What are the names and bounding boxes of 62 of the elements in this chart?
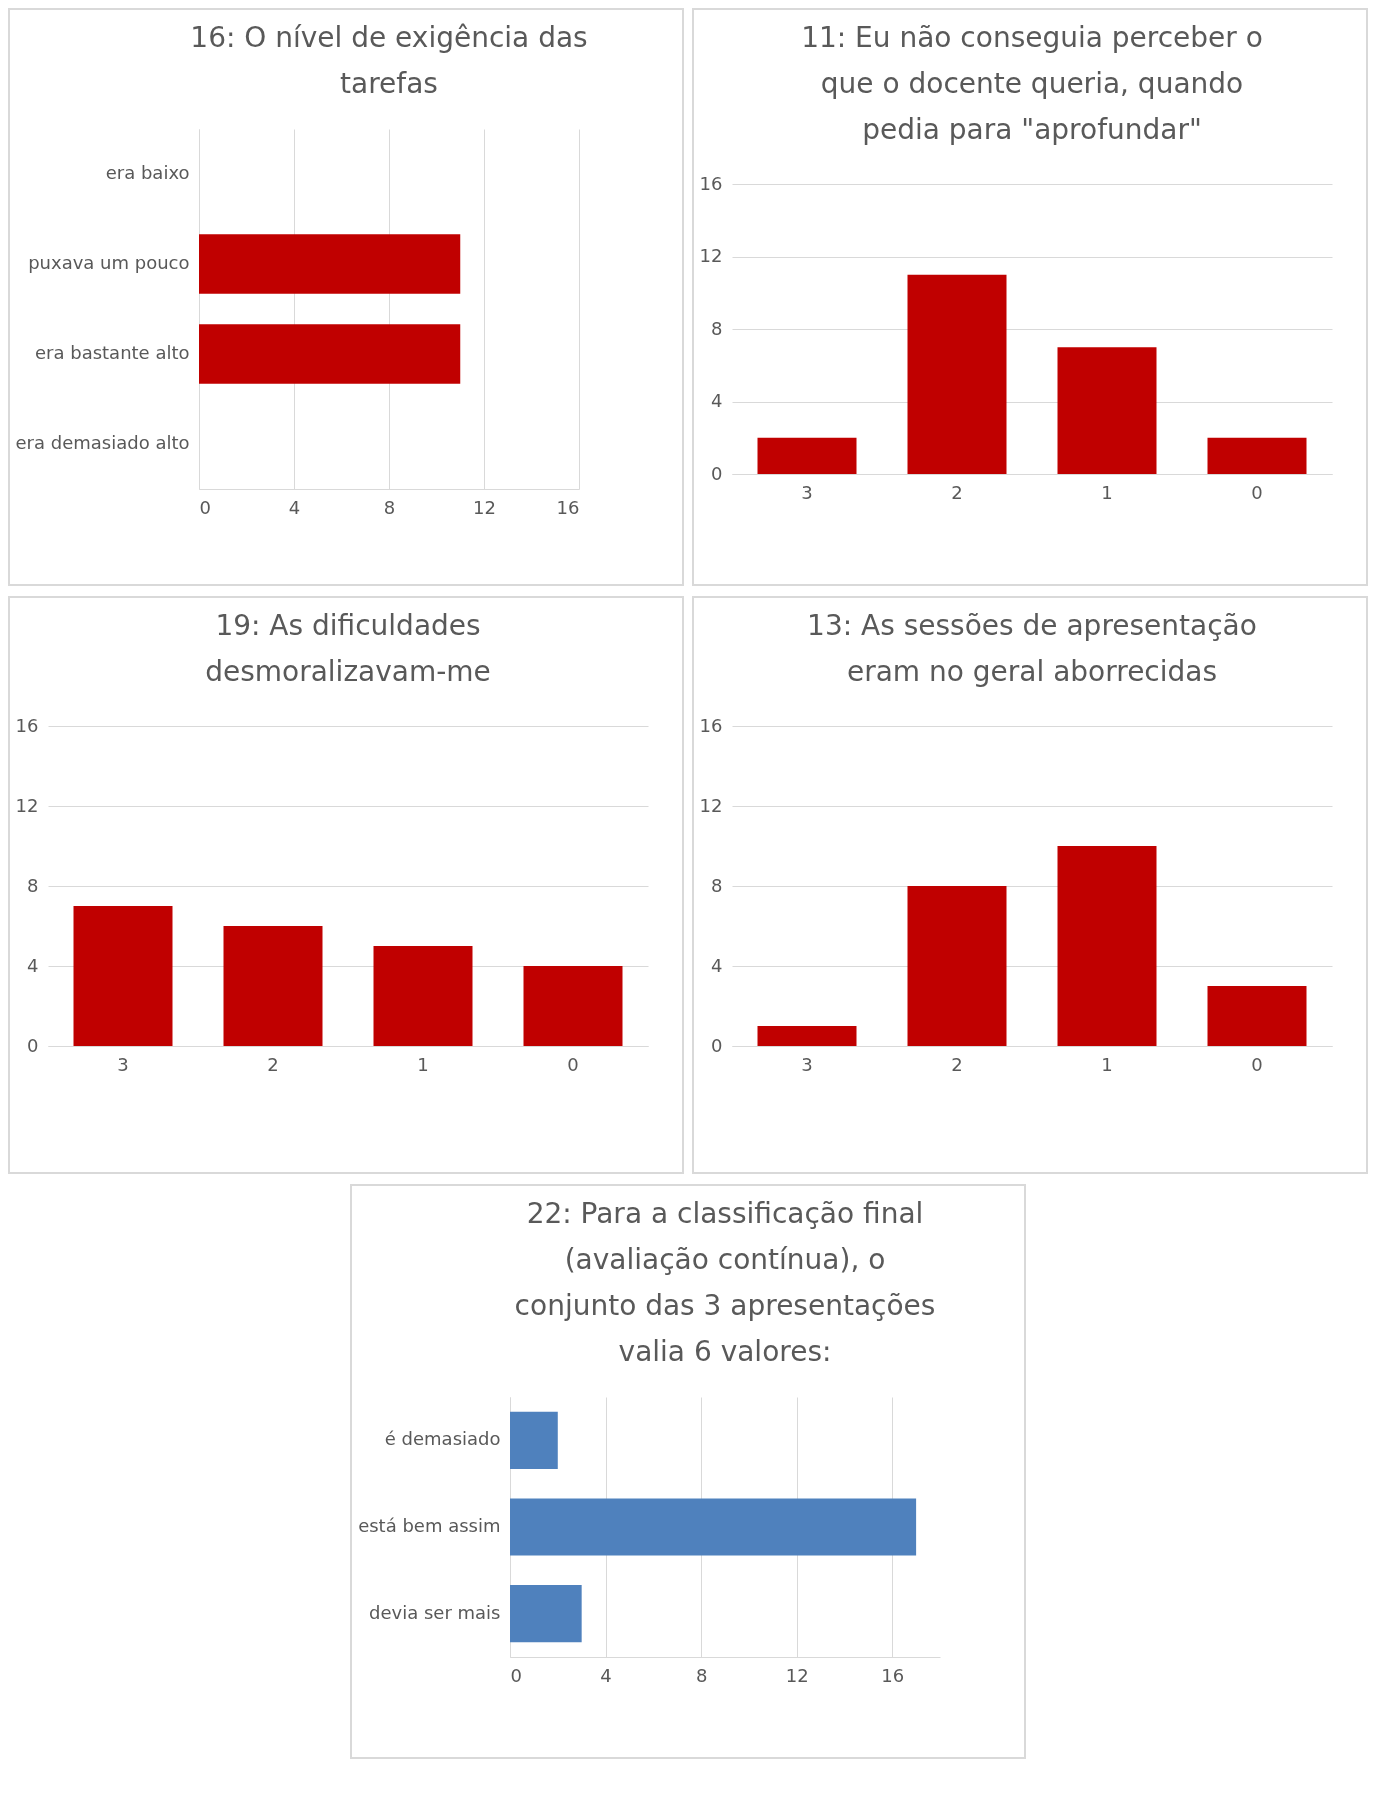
x-tick-label: 1 — [1101, 481, 1113, 503]
y-tick-label: 8 — [711, 317, 723, 339]
bar — [907, 886, 1007, 1046]
y-tick-label: 0 — [711, 1034, 723, 1056]
bar — [523, 966, 623, 1046]
bar — [510, 1411, 558, 1469]
bar — [1057, 846, 1157, 1046]
y-tick-label: 4 — [27, 954, 39, 976]
bar — [757, 1026, 857, 1046]
y-tick-label: era demasiado alto — [15, 432, 190, 453]
y-tick-label: 16 — [699, 172, 723, 194]
chart-title: 11: Eu não conseguia perceber o que o docente queria, quando pedia para "aprofundar" — [801, 21, 1263, 146]
bar — [1207, 986, 1307, 1046]
y-tick-label: 8 — [711, 874, 723, 896]
x-tick-label: 0 — [510, 1664, 522, 1686]
y-tick-label: 12 — [699, 245, 723, 266]
y-tick-label: 0 — [711, 462, 723, 484]
x-tick-label: 3 — [801, 481, 813, 503]
y-tick-label: 4 — [711, 390, 723, 411]
bar — [1207, 437, 1307, 474]
bar — [757, 437, 857, 474]
x-tick-label: 0 — [1251, 481, 1263, 503]
y-tick-label: 12 — [15, 794, 39, 816]
chart-title: 22: Para a classificação final (avaliação contínua), o conjunto das 3 apresentações valia 6 valores: — [514, 1197, 936, 1368]
x-tick-label: 3 — [801, 1053, 813, 1075]
bar — [373, 946, 473, 1046]
x-tick-label: 0 — [199, 496, 211, 518]
y-tick-label: puxava um pouco — [28, 252, 190, 273]
x-tick-label: 3 — [117, 1053, 129, 1075]
y-tick-label: 12 — [699, 794, 723, 816]
y-tick-label: era baixo — [105, 162, 190, 183]
y-tick-label: 4 — [711, 954, 723, 976]
bar — [73, 906, 173, 1046]
y-tick-label: é demasiado — [384, 1428, 501, 1450]
x-tick-label: 4 — [288, 496, 301, 518]
x-tick-label: 2 — [951, 1053, 963, 1075]
bar — [907, 274, 1007, 474]
x-tick-label: 0 — [567, 1053, 579, 1075]
x-tick-label: 2 — [267, 1053, 279, 1075]
bar — [510, 1498, 917, 1556]
y-tick-label: está bem assim — [358, 1515, 501, 1536]
x-tick-label: 1 — [1101, 1053, 1113, 1075]
x-tick-label: 4 — [600, 1664, 612, 1686]
x-tick-label: 12 — [785, 1664, 809, 1686]
x-tick-label: 16 — [556, 496, 580, 518]
x-tick-label: 0 — [1251, 1053, 1263, 1075]
y-tick-label: 16 — [699, 714, 723, 736]
y-tick-label: devia ser mais — [369, 1601, 501, 1623]
bar — [1057, 347, 1157, 474]
x-tick-label: 1 — [417, 1053, 429, 1075]
y-tick-label: 16 — [15, 714, 39, 736]
bar — [510, 1585, 582, 1643]
chart-title: 13: As sessões de apresentação eram no geral aborrecidas — [807, 609, 1257, 688]
chart-title: 16: O nível de exigência das tarefas — [190, 21, 588, 100]
bar — [223, 926, 323, 1046]
x-tick-label: 8 — [383, 496, 396, 518]
y-tick-label: 8 — [27, 874, 39, 896]
chart-title: 19: As dificuldades desmoralizavam-me — [205, 609, 491, 688]
x-tick-label: 16 — [881, 1664, 905, 1686]
y-tick-label: 0 — [27, 1034, 39, 1056]
x-tick-label: 2 — [951, 481, 963, 503]
y-tick-label: era bastante alto — [34, 342, 190, 363]
